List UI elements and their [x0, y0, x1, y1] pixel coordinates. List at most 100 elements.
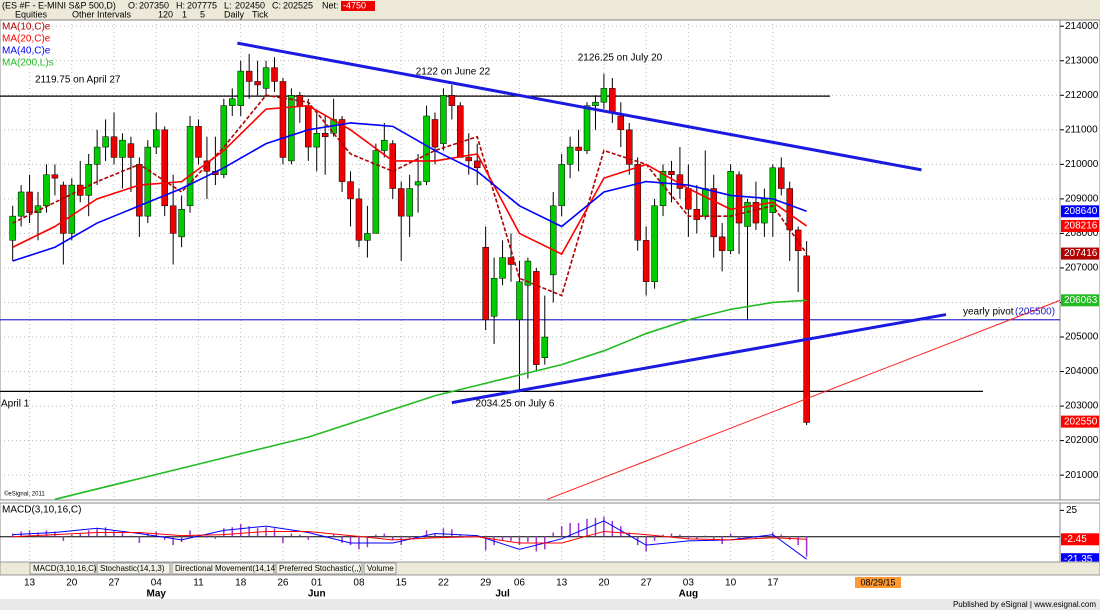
candle-body — [178, 208, 185, 238]
quote-label: O: — [128, 0, 138, 10]
date-box-label: 08/29/15 — [860, 577, 895, 587]
candle-body — [651, 205, 658, 283]
candle-body — [718, 236, 726, 251]
candle-body — [473, 160, 481, 169]
y-tick-label: 214000 — [1065, 21, 1099, 32]
macd-marker — [1061, 533, 1099, 546]
tab-label[interactable]: MACD(3,10,16,C) — [33, 564, 97, 573]
x-tick-label: 01 — [311, 578, 323, 589]
candle-body — [186, 126, 194, 207]
x-tick-label: 10 — [725, 578, 737, 589]
tab[interactable] — [363, 562, 397, 575]
candle-body — [634, 164, 641, 241]
candle-body — [541, 336, 549, 358]
tab[interactable] — [275, 562, 363, 575]
candle-body — [617, 115, 625, 131]
candle-body — [490, 278, 498, 317]
macd-marker-label: -21.35 — [1064, 554, 1093, 565]
candle-body — [43, 174, 50, 207]
x-tick-label: 27 — [641, 578, 653, 589]
candle-body — [448, 95, 456, 106]
annotation: (205500) — [1015, 307, 1055, 318]
ma-line — [12, 94, 808, 297]
annotation: 2119.75 on April 27 — [35, 75, 121, 86]
toolbar-button[interactable]: Other Intervals — [72, 9, 132, 19]
price-marker — [1061, 415, 1099, 428]
candle-body — [26, 191, 33, 213]
candle-body — [220, 105, 228, 175]
candle-body — [144, 146, 152, 217]
legend-entry: MA(20,C)e — [2, 34, 51, 45]
tab[interactable] — [96, 562, 171, 575]
price-marker-label: 208640 — [1064, 206, 1098, 217]
candle-body — [254, 81, 261, 86]
toolbar-button[interactable]: 5 — [200, 9, 205, 19]
tab[interactable] — [29, 562, 96, 575]
candle-body — [237, 70, 244, 106]
toolbar-button[interactable]: Equities — [15, 9, 48, 19]
toolbar-button[interactable]: Tick — [252, 9, 269, 19]
candle-body — [364, 233, 371, 241]
trendline — [547, 299, 1061, 500]
month-label: Aug — [679, 589, 698, 600]
candle-body — [381, 139, 388, 151]
y-tick-label: 201000 — [1065, 470, 1099, 481]
candle-body — [288, 95, 295, 162]
x-tick-label: 04 — [151, 578, 163, 589]
candle-body — [786, 188, 793, 231]
x-tick-label: 15 — [396, 578, 408, 589]
tab-label[interactable]: Preferred Stochastic(,,) — [279, 564, 362, 573]
candle-body — [752, 202, 760, 224]
candle-body — [414, 181, 422, 186]
tab-label[interactable]: Directional Movement(14,14) — [175, 564, 278, 573]
candle-body — [668, 171, 675, 175]
toolbar-button[interactable]: 1 — [182, 9, 187, 19]
candle-body — [169, 205, 177, 234]
candle-body — [9, 215, 16, 241]
candle-body — [609, 88, 616, 113]
candle-body — [642, 240, 650, 283]
candle-body — [710, 188, 717, 238]
tab[interactable] — [171, 562, 275, 575]
month-label: Jun — [308, 589, 326, 600]
price-marker-label: 202550 — [1064, 416, 1098, 427]
candle-body — [558, 164, 565, 207]
quote-label: C: — [272, 0, 281, 10]
candle-body — [195, 126, 202, 158]
tab-label[interactable]: Stochastic(14,1,3) — [100, 564, 165, 573]
ma-line — [12, 122, 807, 262]
x-tick-label: 22 — [438, 578, 450, 589]
tab-label[interactable]: Volume — [367, 564, 394, 573]
candle-body — [465, 157, 473, 162]
toolbar-button[interactable]: Daily — [224, 9, 245, 19]
price-pane — [0, 19, 1061, 501]
y-tick-label: 205000 — [1065, 332, 1099, 343]
candle-body — [127, 143, 135, 158]
net-box — [341, 1, 375, 11]
macd-axis — [1059, 502, 1100, 563]
candle-body — [338, 119, 346, 182]
candle-body — [457, 105, 464, 158]
candle-body — [727, 171, 734, 251]
candle-body — [271, 67, 278, 82]
candle-body — [305, 105, 312, 148]
toolbar-button[interactable]: 120 — [158, 9, 173, 19]
x-tick-label: 06 — [514, 578, 526, 589]
candle-body — [702, 188, 709, 217]
candle-body — [693, 208, 701, 220]
x-tick-label: 03 — [683, 578, 695, 589]
candle-body — [229, 98, 236, 106]
macd-pane — [0, 502, 1061, 563]
macd-line — [12, 530, 807, 544]
y-tick-label: 25 — [1066, 505, 1078, 516]
x-tick-label: 13 — [556, 578, 568, 589]
legend-entry: MA(10,C)e — [2, 22, 51, 33]
candle-body — [85, 164, 92, 196]
tab-bar — [0, 561, 1100, 576]
candle-body — [440, 95, 447, 144]
footer-bar — [0, 599, 1100, 610]
candle-body — [549, 205, 557, 276]
x-tick-label: 08 — [353, 578, 365, 589]
candle-body — [431, 119, 439, 148]
candle-body — [93, 146, 101, 165]
